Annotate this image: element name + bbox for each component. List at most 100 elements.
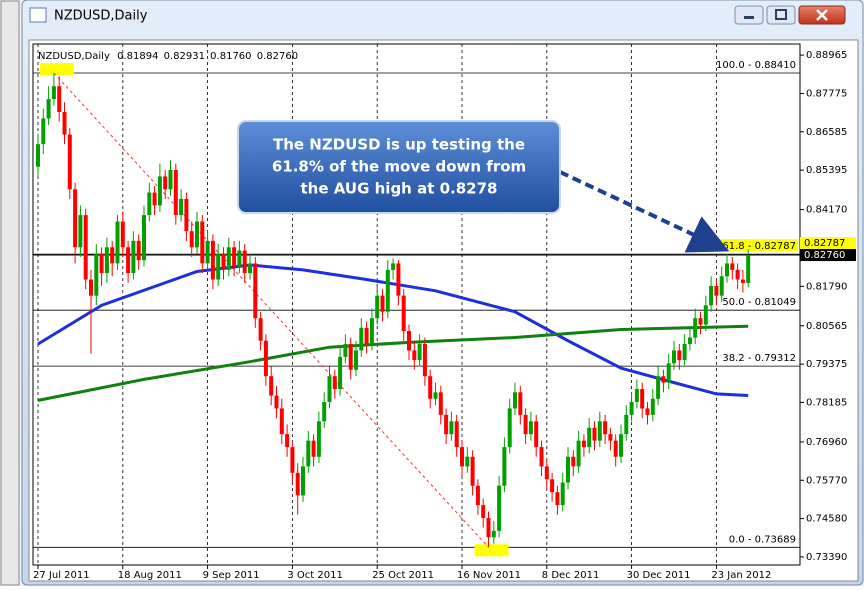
callout-arrow	[559, 170, 730, 253]
candle-body	[46, 99, 51, 119]
candle-body	[401, 295, 406, 332]
candle-body	[316, 421, 321, 457]
candle-body	[597, 421, 602, 441]
candle-body	[216, 253, 221, 280]
candle-body	[428, 376, 433, 399]
callout: The NZDUSD is up testing the 61.8% of th…	[237, 120, 730, 253]
candle-body	[454, 421, 459, 448]
y-tick-label: 0.87775	[806, 88, 847, 99]
candle-body	[634, 389, 639, 402]
candle-body	[608, 434, 613, 441]
candle-body	[603, 421, 608, 435]
candle-body	[587, 427, 592, 448]
candle-body	[566, 456, 570, 483]
y-tick-label: 0.78185	[806, 397, 847, 408]
candle-body	[528, 421, 533, 435]
fib-label: 100.0 - 0.88410	[716, 60, 796, 71]
candle-body	[94, 253, 99, 296]
chart-header: NZDUSD,Daily 0.81894 0.82931 0.81760 0.8…	[38, 51, 298, 62]
candle-body	[650, 398, 655, 415]
candle-body	[396, 263, 401, 296]
candle-body	[518, 392, 523, 415]
candle-body	[624, 414, 629, 435]
candle-body	[301, 466, 305, 496]
y-tick-label: 0.75770	[806, 475, 847, 486]
candle-body	[497, 485, 502, 531]
candle-body	[62, 111, 67, 135]
candle-body	[539, 447, 544, 467]
candle-body	[475, 485, 480, 506]
candle-body	[391, 263, 396, 270]
price-marker-label: 0.82787	[804, 238, 845, 249]
candle-body	[385, 269, 390, 312]
x-tick-label: 8 Dec 2011	[542, 570, 600, 581]
candle-body	[354, 350, 358, 370]
y-tick-label: 0.76960	[806, 437, 847, 448]
candle-body	[613, 440, 618, 457]
candle-body	[226, 247, 231, 270]
minimize-button[interactable]	[734, 5, 764, 25]
candle-body	[407, 331, 411, 351]
candle-body	[740, 279, 745, 284]
candle-body	[380, 295, 385, 312]
minimize-icon	[744, 16, 754, 19]
candle-body	[104, 247, 109, 274]
candle-body	[470, 456, 475, 486]
candle-body	[210, 240, 215, 280]
candle-body	[693, 318, 698, 338]
y-tick-label: 0.81790	[806, 281, 847, 292]
candle-body	[666, 363, 671, 383]
candle-body	[173, 169, 178, 216]
candle-body	[449, 421, 454, 435]
candle-body	[534, 421, 539, 448]
candle-body	[714, 285, 719, 296]
candle-body	[120, 221, 125, 248]
candle-body	[126, 247, 131, 274]
candle-body	[110, 247, 115, 264]
y-tick-label: 0.88965	[806, 50, 847, 61]
candle-body	[83, 215, 88, 280]
callout-line: 61.8% of the move down from	[272, 158, 526, 176]
symbol: NZDUSD,Daily	[38, 51, 110, 62]
candle-body	[179, 198, 184, 216]
y-tick-label: 0.74580	[806, 514, 847, 525]
y-tick-label: 0.80565	[806, 321, 847, 332]
candle-body	[703, 305, 708, 325]
candle-body	[263, 340, 268, 377]
candle-body	[78, 215, 83, 248]
candle-body	[481, 505, 486, 518]
candle-body	[491, 530, 496, 538]
window-title: NZDUSD,Daily	[54, 9, 148, 24]
callout-line: the AUG high at 0.8278	[301, 180, 498, 198]
close-icon	[816, 9, 828, 21]
candle-body	[163, 176, 168, 190]
candle-body	[465, 456, 470, 467]
candle-body	[41, 118, 46, 145]
candle-body	[195, 221, 199, 248]
candle-body	[661, 376, 666, 383]
candle-body	[343, 343, 348, 357]
candle-body	[131, 240, 136, 274]
candle-body	[422, 343, 427, 377]
candle-body	[544, 466, 549, 480]
x-tick-label: 25 Oct 2011	[372, 570, 434, 581]
candle-body	[523, 414, 528, 435]
candle-body	[136, 240, 141, 261]
candle-body	[725, 263, 729, 277]
candle-body	[698, 318, 703, 325]
x-tick-label: 23 Jan 2012	[711, 570, 771, 581]
fib-label: 50.0 - 0.81049	[722, 297, 796, 308]
candle-body	[571, 456, 576, 467]
candle-body	[279, 408, 284, 435]
candle-body	[460, 447, 464, 467]
candle-body	[115, 221, 120, 264]
candle-body	[576, 440, 581, 467]
moving-average	[37, 324, 749, 402]
fib-label: 61.8 - 0.82787	[722, 241, 796, 252]
candle-body	[168, 169, 173, 190]
x-tick-label: 16 Nov 2011	[457, 570, 521, 581]
candle-body	[269, 376, 274, 396]
maximize-button[interactable]	[766, 5, 796, 25]
candle-body	[237, 250, 242, 267]
x-tick-label: 27 Jul 2011	[33, 570, 90, 581]
